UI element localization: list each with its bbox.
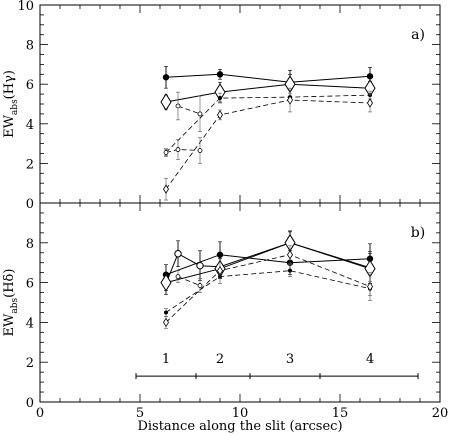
y-tick-label: 10 (17, 0, 34, 14)
panel-label: b) (411, 225, 425, 241)
series-line (177, 105, 201, 115)
slit-region-label: 1 (162, 352, 170, 367)
series-6 (175, 270, 203, 293)
y-axis-label: EWabs(Hγ) (2, 70, 20, 138)
series-line (165, 83, 371, 103)
series-line (165, 270, 371, 313)
series-line (165, 99, 371, 190)
x-tick-label: 0 (36, 406, 44, 421)
series-5 (163, 245, 373, 329)
data-point (163, 184, 169, 194)
data-point (160, 93, 172, 111)
panel-b: 1 2 3 4 (135, 230, 419, 380)
data-point (174, 250, 182, 258)
y-tick-label: 4 (26, 118, 34, 133)
x-tick-label: 20 (432, 406, 449, 421)
series-6 (163, 137, 203, 164)
data-point (367, 98, 373, 108)
y-tick-label: 8 (26, 237, 34, 252)
series-3 (175, 91, 203, 133)
data-point (366, 73, 374, 80)
slit-region-label: 2 (216, 352, 224, 367)
data-point (217, 110, 223, 120)
x-tick-label: 5 (136, 406, 144, 421)
y-tick-label: 6 (26, 277, 34, 292)
slit-region-label: 4 (366, 352, 374, 367)
data-point (216, 71, 224, 78)
series-3 (160, 231, 376, 292)
series-line (165, 94, 371, 153)
data-point (175, 274, 181, 280)
panel-label: a) (411, 27, 425, 43)
data-point (197, 111, 203, 117)
panel-frame (39, 4, 441, 204)
y-tick-label: 2 (26, 356, 34, 371)
data-point (164, 310, 168, 315)
data-point (163, 317, 169, 328)
y-tick-label: 6 (26, 78, 34, 93)
data-point (175, 147, 181, 152)
x-axis-label: Distance along the slit (arcsec) (137, 419, 342, 434)
series-line (177, 276, 201, 286)
x-tick-label: 10 (232, 406, 249, 421)
y-axis-label: EWabs(Hδ) (2, 269, 20, 337)
y-tick-label: 2 (26, 157, 34, 172)
slit-region-label: 3 (286, 352, 294, 367)
data-point (288, 268, 292, 273)
data-point (196, 261, 204, 270)
data-point (160, 273, 172, 292)
panel-a (160, 66, 376, 201)
series-line (165, 73, 371, 83)
data-point (197, 148, 203, 153)
data-point (175, 103, 181, 109)
data-point (197, 283, 203, 288)
series-5 (163, 87, 373, 201)
series-1 (162, 241, 374, 285)
series-line (165, 242, 371, 284)
y-tick-label: 0 (26, 396, 34, 411)
panel-frame (39, 202, 441, 403)
series-2 (162, 230, 374, 295)
series-4 (164, 90, 372, 156)
x-tick-label: 15 (332, 406, 349, 421)
data-point (287, 249, 293, 260)
data-point (367, 281, 373, 292)
data-point (287, 95, 293, 105)
data-point (163, 150, 169, 155)
y-tick-label: 4 (26, 316, 34, 331)
y-tick-label: 8 (26, 39, 34, 54)
series-4 (164, 264, 372, 317)
series-line (165, 254, 371, 276)
data-point (217, 265, 223, 276)
data-point (218, 96, 222, 101)
y-tick-label: 0 (26, 197, 34, 212)
data-point (162, 74, 170, 81)
